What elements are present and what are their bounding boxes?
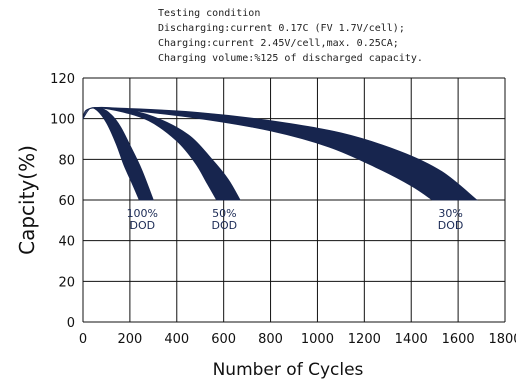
x-tick-label: 1000 [301,332,334,347]
x-tick-label: 1600 [442,332,475,347]
series-bands [82,106,479,201]
y-tick-label: 80 [58,153,75,168]
series-band-3 [82,107,479,201]
x-tick-label: 200 [117,332,142,347]
series-label-line: DOD [129,219,155,232]
x-axis-title: Number of Cycles [213,360,364,380]
conditions-discharging: Discharging:current 0.17C (FV 1.7V/cell)… [158,23,405,34]
testing-conditions: Testing condition Discharging:current 0.… [158,8,423,64]
y-tick-label: 120 [50,72,75,87]
series-label-line: DOD [438,219,464,232]
x-tick-label: 600 [211,332,236,347]
conditions-title: Testing condition [158,8,260,19]
x-tick-label: 400 [164,332,189,347]
series-label-line: 100% [127,207,158,220]
y-tick-label: 20 [58,275,75,290]
series-label-3: 30% DOD [438,207,464,232]
series-label-2: 50% DOD [212,207,238,232]
series-band-1 [82,107,154,201]
x-tick-label: 1200 [348,332,381,347]
conditions-charging-volume: Charging volume:%125 of discharged capac… [158,53,423,64]
y-tick-label: 100 [50,113,75,128]
y-tick-label: 40 [58,235,75,250]
y-axis-title: Capcity(%) [15,145,39,255]
x-tick-label: 800 [258,332,283,347]
series-label-1: 100% DOD [127,207,158,232]
y-tick-label: 0 [67,316,75,331]
x-tick-label: 1400 [395,332,428,347]
series-label-line: 30% [438,207,462,220]
series-label-line: DOD [212,219,238,232]
x-tick-label: 0 [79,332,87,347]
y-tick-label: 60 [58,194,75,209]
series-label-line: 50% [212,207,236,220]
conditions-charging: Charging:current 2.45V/cell,max. 0.25CA; [158,38,399,49]
